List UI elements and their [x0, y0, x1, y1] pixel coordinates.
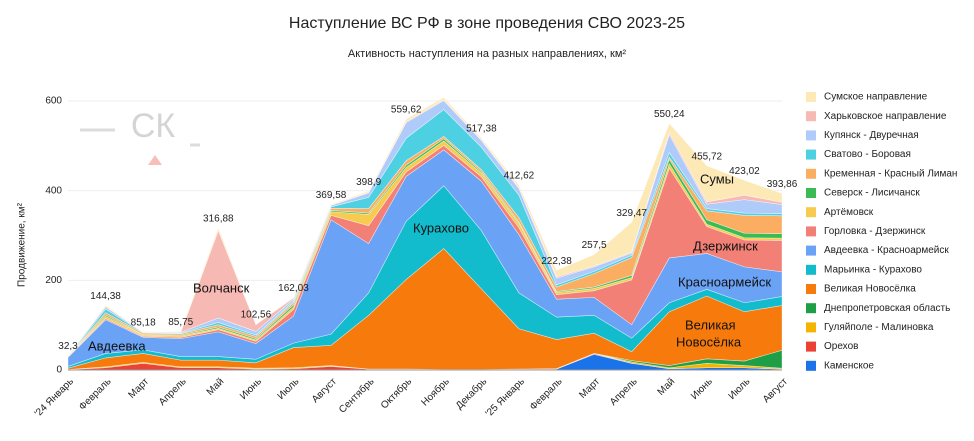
legend-swatch [806, 360, 816, 371]
x-tick-label: Ноябрь [419, 376, 452, 409]
plot: 0 200 400 600 32,3 144,38 85,18 85,75 316,88 102,… [33, 92, 958, 420]
total-label: 393,86 [767, 179, 798, 190]
watermark-text: СК [131, 107, 176, 145]
y-tick-label: 0 [56, 365, 62, 376]
x-tick-label: Июнь [689, 376, 715, 402]
total-label: 222,38 [541, 256, 572, 267]
legend-label: Кременная - Красный Лиман [824, 168, 957, 179]
x-tick-label: Февраль [77, 376, 114, 413]
total-label: 517,38 [466, 124, 497, 135]
annotation: Сумы [700, 171, 734, 186]
total-label: 316,88 [203, 214, 234, 225]
total-label: 398,9 [356, 177, 381, 188]
legend-swatch [806, 341, 816, 352]
legend-swatch [806, 322, 816, 333]
total-label: 85,75 [168, 317, 193, 328]
legend-swatch [806, 226, 816, 237]
total-label: 85,18 [131, 317, 156, 328]
total-label: 329,47 [616, 208, 647, 219]
y-tick-label: 600 [45, 96, 62, 107]
x-tick-label: Декабрь [453, 376, 489, 412]
y-tick-label: 200 [45, 275, 62, 286]
x-tick-label: Июль [276, 376, 302, 402]
chart-title: Наступление ВС РФ в зоне проведения СВО … [289, 15, 685, 32]
legend-label: Горловка - Дзержинск [824, 226, 926, 237]
area [67, 97, 783, 356]
legend-label: Авдеевка - Красноармейск [824, 245, 949, 256]
legend-swatch [806, 188, 816, 198]
legend-swatch [806, 245, 816, 256]
x-tick-label: Май [656, 376, 678, 398]
total-label: 162,03 [278, 283, 309, 294]
total-label: 550,24 [654, 109, 685, 120]
x-tick-label: Август [761, 376, 790, 405]
total-label: 102,56 [241, 310, 272, 321]
total-label: 144,38 [90, 291, 121, 302]
annotation: Курахово [413, 220, 469, 235]
annotation: Великая [685, 317, 736, 332]
total-label: 32,3 [58, 341, 78, 352]
x-tick-label: Сентябрь [336, 376, 376, 416]
total-label: 369,58 [316, 190, 347, 201]
x-tick-label: Октябрь [378, 376, 414, 412]
x-tick-label: Июнь [238, 376, 264, 402]
legend-swatch [806, 149, 816, 160]
legend-label: Марьинка - Курахово [824, 264, 922, 275]
total-label: 423,02 [729, 166, 760, 177]
watermark-triangle [148, 155, 162, 165]
legend-swatch [806, 284, 816, 294]
y-tick-label: 400 [45, 185, 62, 196]
legend-label: Орехов [824, 341, 858, 352]
legend-label: Купянск - Двуречная [824, 130, 919, 141]
legend-label: Сватово - Боровая [824, 149, 911, 160]
annotation: Волчанск [193, 280, 250, 295]
annotation: Авдеевка [88, 338, 146, 353]
x-tick-label: Март [577, 376, 602, 401]
chart-subtitle: Активность наступления на разных направл… [348, 48, 627, 60]
x-tick-label: Май [205, 376, 227, 398]
legend-label: Гуляйполе - Малиновка [824, 322, 934, 333]
annotation: Дзержинск [693, 238, 758, 253]
x-tick-label: Февраль [528, 376, 565, 413]
legend-swatch [806, 207, 816, 218]
legend-label: Сумское направление [824, 92, 928, 103]
x-tick-label: Август [310, 376, 339, 405]
legend-label: Северск - Лисичанск [824, 188, 920, 199]
x-tick-label: Июль [727, 376, 753, 402]
x-tick-label: Апрель [608, 376, 640, 408]
annotation: Красноармейск [678, 274, 771, 289]
legend-swatch [806, 303, 816, 314]
legend-label: Харьковское направление [824, 111, 947, 122]
legend-label: Каменское [824, 360, 874, 371]
x-tick-label: '24 Январь [33, 376, 76, 419]
legend-label: Великая Новосёлка [824, 284, 916, 295]
annotation: Новосёлка [676, 334, 742, 349]
x-tick-label: Март [126, 376, 151, 401]
watermark: СК [80, 107, 200, 165]
legend-swatch [806, 168, 816, 179]
total-label: 412,62 [504, 171, 535, 182]
total-label: 559,62 [391, 105, 422, 116]
legend-swatch [806, 130, 816, 141]
total-label: 455,72 [692, 151, 723, 162]
y-axis-label: Продвижение, км² [17, 202, 28, 287]
legend-swatch [806, 264, 816, 275]
legend-swatch [806, 111, 816, 122]
x-tick-label: Апрель [157, 376, 189, 408]
x-tick-label: '25 Январь [484, 376, 527, 419]
legend-label: Днепропетровская область [824, 302, 950, 314]
total-label: 257,5 [582, 240, 607, 251]
legend-label: Артёмовск [824, 207, 874, 218]
legend-swatch [806, 92, 816, 102]
